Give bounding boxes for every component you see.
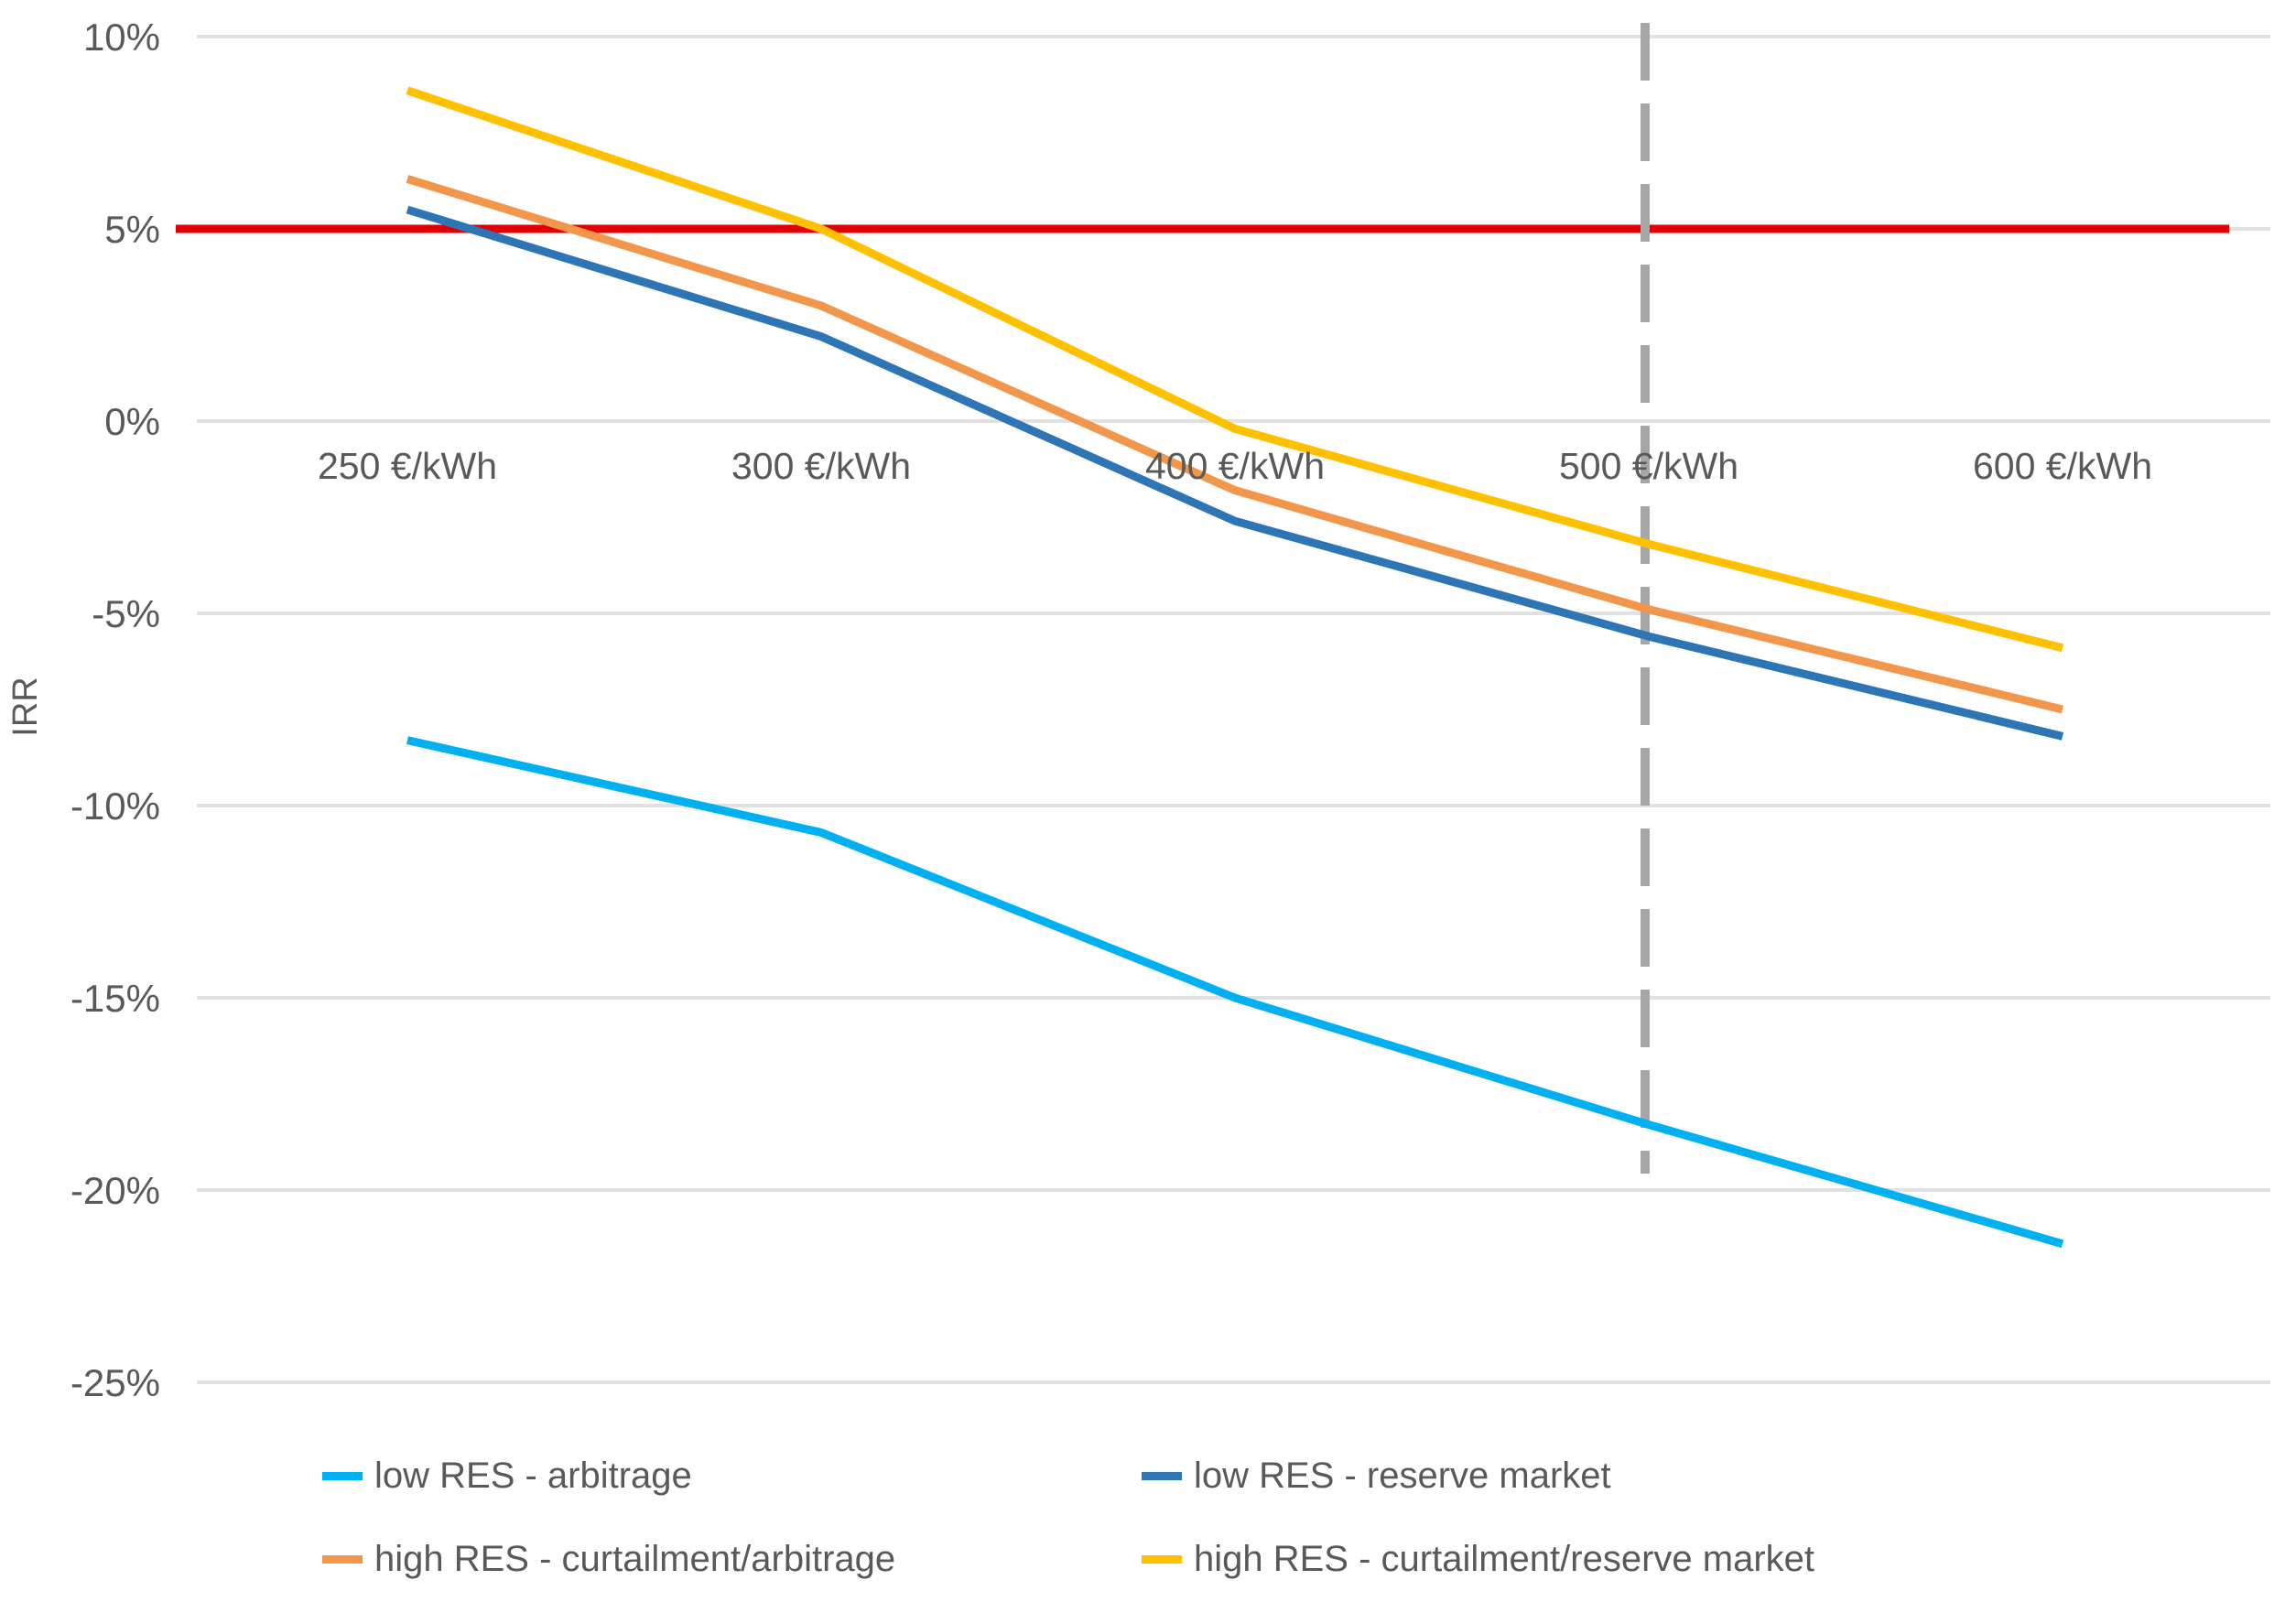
legend-item-high-res-curtailment-arbitrage: high RES - curtailment/arbitrage [322,1539,895,1579]
series-lines [406,86,2064,1249]
y-tick-label: 10% [83,16,160,59]
x-tick-label: 250 €/kWh [318,445,497,487]
x-tick-label: 300 €/kWh [731,445,911,487]
y-tick-label: -25% [70,1361,160,1404]
x-axis-tick-labels: 250 €/kWh 300 €/kWh 400 €/kWh 500 €/kWh 600 … [318,445,2152,487]
legend-item-low-res-arbitrage: low RES - arbitrage [322,1456,692,1496]
legend-swatch-high-res-curtailment-reserve-market [1142,1554,1182,1564]
x-tick-label: 600 €/kWh [1973,445,2152,487]
legend-item-high-res-curtailment-reserve-market: high RES - curtailment/reserve market [1142,1539,1814,1579]
legend-label: high RES - curtailment/reserve market [1194,1539,1815,1579]
legend-swatch-low-res-arbitrage [322,1471,363,1480]
y-axis-tick-labels: 10% 5% 0% -5% -10% -15% -20% -25% [70,16,160,1404]
y-tick-label: 5% [104,208,160,251]
y-tick-label: -5% [92,592,160,635]
y-tick-label: -10% [70,785,160,828]
y-axis-title: IRR [6,677,45,736]
legend-item-low-res-reserve-market: low RES - reserve market [1142,1456,1611,1496]
reference-lines [176,23,2229,1174]
x-tick-label: 500 €/kWh [1559,445,1738,487]
x-tick-label: 400 €/kWh [1145,445,1325,487]
y-tick-label: 0% [104,400,160,443]
series-line-low-res-arbitrage [406,736,2064,1249]
legend-swatch-high-res-curtailment-arbitrage [322,1554,363,1564]
series-line-low-res-reserve-market [406,205,2064,741]
legend-swatch-low-res-reserve-market [1142,1471,1182,1480]
legend-label: high RES - curtailment/arbitrage [374,1539,896,1579]
legend-label: low RES - arbitrage [374,1456,692,1496]
legend-label: low RES - reserve market [1194,1456,1611,1496]
y-tick-label: -15% [70,977,160,1020]
y-tick-label: -20% [70,1169,160,1212]
series-line-high-res-curtailment-arbitrage [406,175,2064,714]
series-line-high-res-curtailment-reserve-market [406,86,2064,653]
